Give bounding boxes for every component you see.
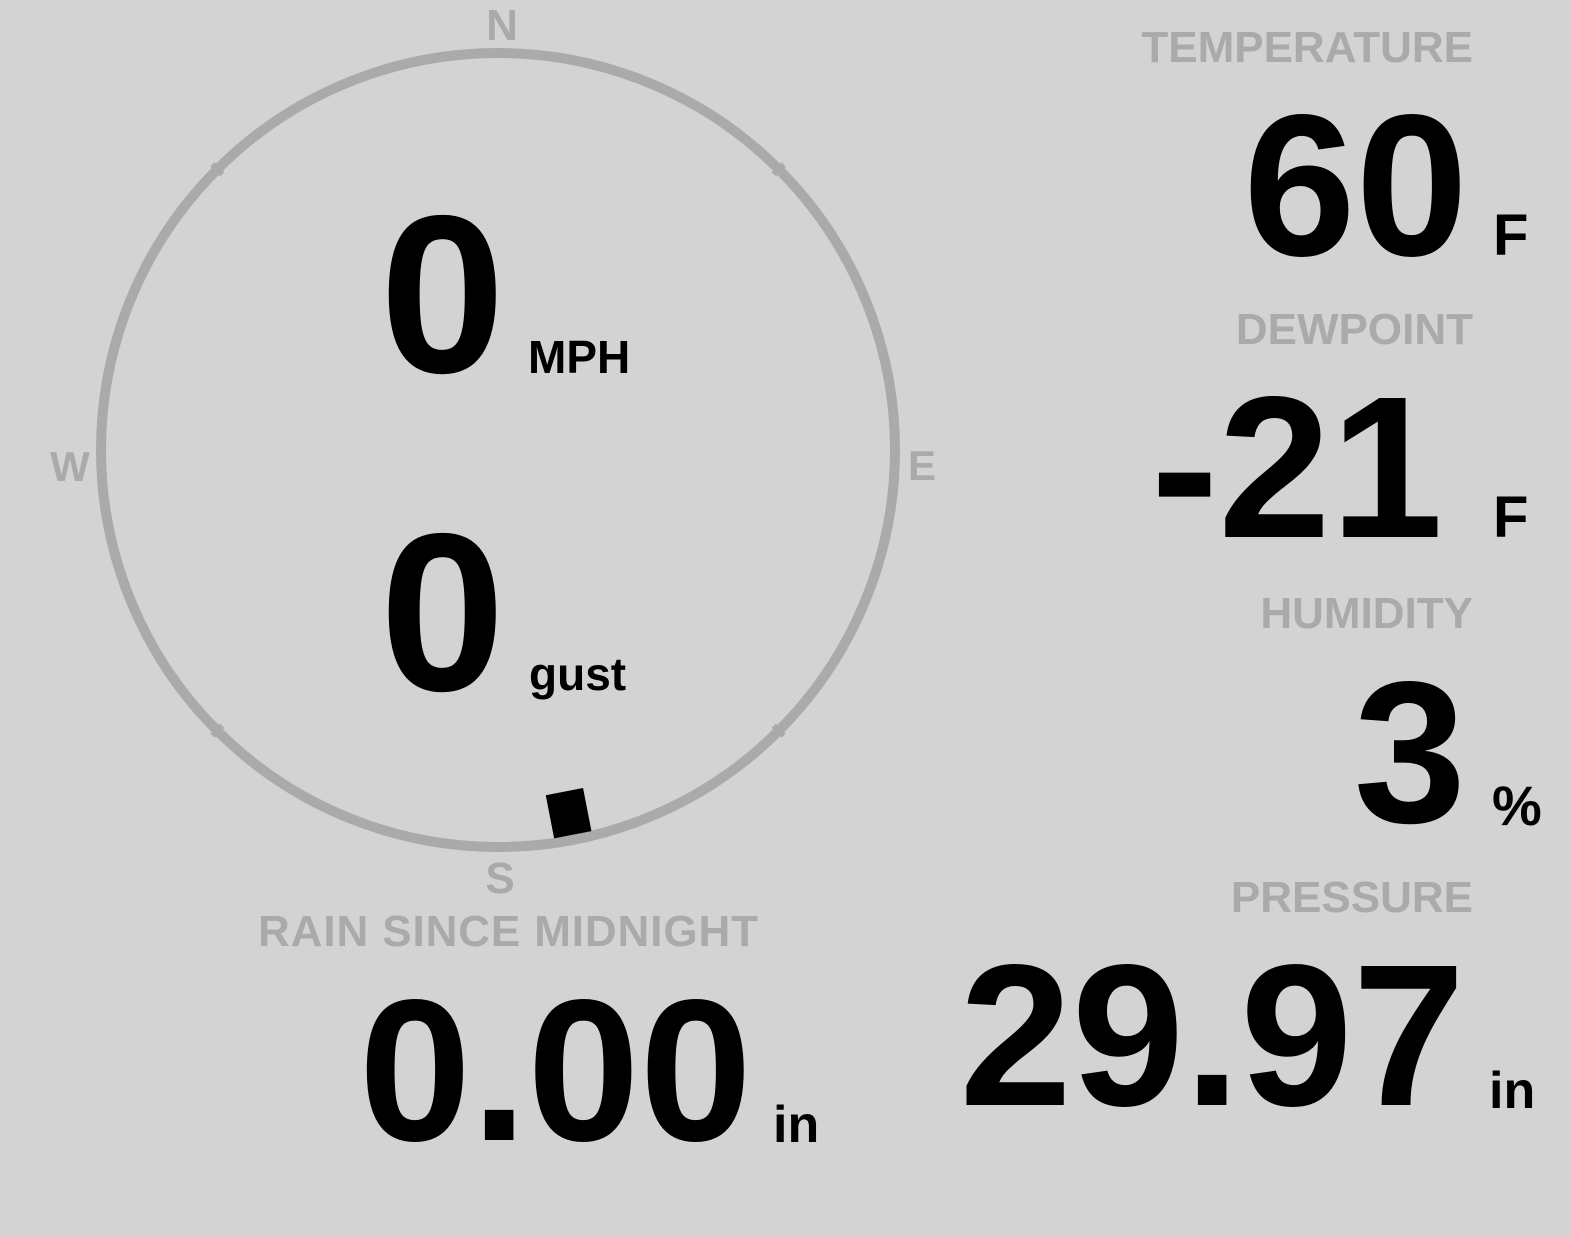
compass-tick — [771, 162, 786, 177]
dewpoint-value: -21 — [1151, 354, 1443, 580]
temperature-value: 60 — [1243, 72, 1468, 298]
dewpoint-label: DEWPOINT — [1236, 305, 1473, 354]
wind-speed-unit: MPH — [528, 331, 630, 383]
compass-ring — [96, 48, 900, 852]
wind-speed-value: 0 — [380, 168, 505, 420]
pressure-label: PRESSURE — [1231, 873, 1473, 922]
compass-ticks — [210, 162, 786, 738]
pressure-unit: in — [1489, 1062, 1535, 1120]
compass-tick — [210, 162, 225, 177]
humidity-label: HUMIDITY — [1260, 589, 1473, 638]
rain-label: RAIN SINCE MIDNIGHT — [258, 907, 758, 956]
temperature-unit: F — [1493, 203, 1528, 268]
wind-direction-marker — [545, 787, 592, 839]
compass-tick — [210, 723, 225, 738]
rain-value: 0.00 — [359, 957, 752, 1183]
compass-east: E — [908, 442, 936, 489]
wind-gust-unit: gust — [529, 648, 626, 700]
compass-south: S — [485, 854, 514, 903]
humidity-value: 3 — [1354, 639, 1466, 865]
compass-west: W — [50, 443, 90, 490]
pressure-value: 29.97 — [960, 922, 1466, 1148]
compass-tick — [771, 723, 786, 738]
dewpoint-unit: F — [1493, 485, 1528, 550]
wind-gust-value: 0 — [380, 486, 505, 738]
humidity-unit: % — [1492, 774, 1542, 837]
compass: N S W E — [50, 1, 936, 903]
rain-unit: in — [773, 1096, 819, 1154]
temperature-label: TEMPERATURE — [1141, 23, 1473, 72]
compass-north: N — [486, 1, 518, 50]
